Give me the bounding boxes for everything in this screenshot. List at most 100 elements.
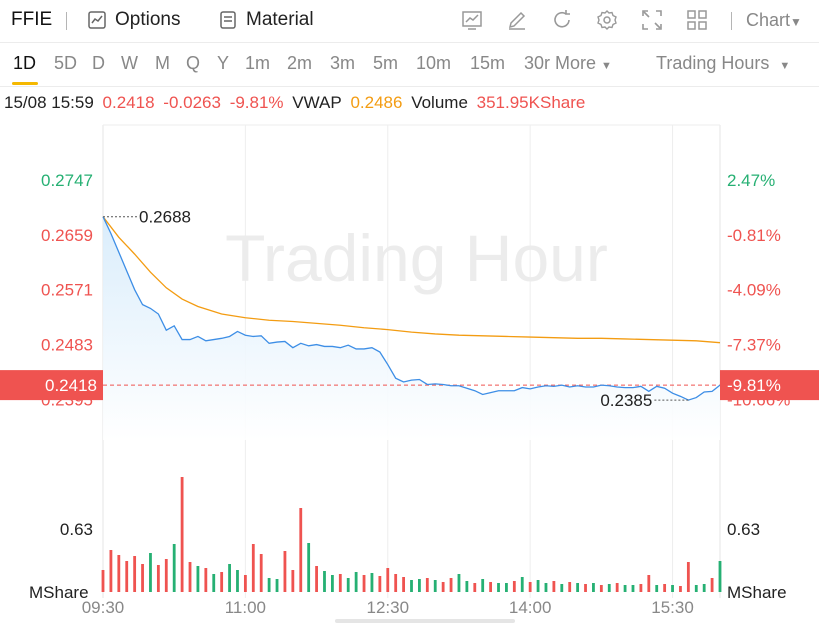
- expand-icon[interactable]: [640, 8, 664, 32]
- volume-unit-right: MShare: [727, 583, 787, 602]
- y-tick-right: 2.47%: [727, 171, 775, 190]
- volume-bar: [441, 582, 445, 592]
- volume-bar: [141, 564, 144, 592]
- volume-bar: [354, 572, 358, 592]
- vwap-value: 0.2486: [350, 93, 403, 112]
- volume-bar: [362, 575, 366, 592]
- volume-bar: [694, 585, 698, 592]
- volume-bar: [133, 556, 137, 592]
- volume-bar: [156, 565, 160, 592]
- tab-y[interactable]: Y: [217, 53, 230, 73]
- last-pct-label: -9.81%: [727, 376, 781, 395]
- volume-bar: [386, 568, 390, 592]
- volume-bar: [125, 561, 129, 592]
- options-chart-icon: [88, 11, 106, 29]
- volume-bar: [647, 575, 651, 592]
- volume-bar: [418, 579, 421, 592]
- volume-bar: [497, 583, 500, 592]
- tab-10m[interactable]: 10m: [416, 53, 452, 73]
- volume-bar: [560, 584, 564, 592]
- layout-grid-icon[interactable]: [685, 8, 709, 32]
- chevron-down-icon: ▼: [779, 60, 791, 72]
- tab-1d[interactable]: 1D: [13, 53, 37, 73]
- price-area: [103, 216, 720, 440]
- chart-type-label: Chart: [746, 10, 791, 30]
- volume-bar: [599, 585, 603, 592]
- volume-bar: [576, 583, 580, 592]
- volume-bar: [346, 578, 350, 592]
- volume-bar: [299, 508, 303, 592]
- volume-bar: [520, 577, 524, 592]
- tab-w[interactable]: W: [121, 53, 138, 73]
- chart-scrollbar[interactable]: [335, 619, 515, 623]
- volume-bar: [204, 568, 208, 592]
- volume-bar: [623, 585, 627, 592]
- volume-bar: [109, 550, 113, 592]
- last-price-badge-right: [720, 370, 819, 401]
- x-tick: 14:00: [509, 598, 552, 617]
- options-label: Options: [115, 9, 181, 30]
- volume-bar: [180, 477, 184, 592]
- volume-bar: [172, 544, 176, 592]
- volume-bar: [196, 566, 200, 592]
- tab-d[interactable]: D: [92, 53, 105, 73]
- price-line: [102, 216, 721, 401]
- chevron-down-icon: ▼: [790, 15, 802, 29]
- toolbar-divider: [66, 12, 67, 30]
- volume-bar: [544, 583, 548, 592]
- gear-icon[interactable]: [595, 8, 619, 32]
- tab-5m[interactable]: 5m: [373, 53, 399, 73]
- tab-1m[interactable]: 1m: [245, 53, 271, 73]
- tab-15m[interactable]: 15m: [470, 53, 506, 73]
- volume-bar: [149, 553, 152, 592]
- volume-bar: [243, 575, 247, 592]
- y-tick-left: 0.2571: [41, 281, 93, 300]
- volume-bar: [615, 583, 619, 592]
- tab-2m[interactable]: 2m: [287, 53, 313, 73]
- volume-bar: [671, 585, 674, 592]
- tab-m[interactable]: M: [155, 53, 170, 73]
- volume-bar: [433, 580, 437, 592]
- volume-bar: [259, 554, 263, 592]
- volume-bar: [283, 551, 287, 592]
- trading-hours-dropdown[interactable]: Trading Hours ▼: [656, 53, 790, 74]
- trading-hours-label: Trading Hours: [656, 53, 770, 73]
- volume-bar: [512, 581, 516, 592]
- volume-bar: [212, 574, 216, 592]
- y-tick-right: -4.09%: [727, 281, 781, 300]
- volume-bar: [220, 572, 224, 592]
- chart-type-dropdown[interactable]: Chart▼: [746, 10, 802, 31]
- volume-bar: [592, 583, 595, 592]
- volume-bar: [584, 584, 587, 592]
- y-tick-left: 0.2659: [41, 226, 93, 245]
- more-dropdown[interactable]: More ▼: [555, 53, 612, 74]
- tab-5d[interactable]: 5D: [54, 53, 78, 73]
- volume-bar: [307, 543, 311, 592]
- draw-pen-icon[interactable]: [505, 8, 529, 32]
- volume-bar: [323, 571, 326, 592]
- volume-bar: [702, 584, 706, 592]
- tab-q[interactable]: Q: [186, 53, 201, 73]
- volume-bar: [101, 570, 105, 592]
- volume-bar: [686, 562, 690, 592]
- y-tick-right: -0.81%: [727, 226, 781, 245]
- last-price-label: 0.2418: [45, 376, 97, 395]
- tab-3m[interactable]: 3m: [330, 53, 356, 73]
- volume-bar: [663, 584, 667, 592]
- tab-30m[interactable]: 30r: [524, 53, 551, 73]
- quote-change: -0.0263: [163, 93, 221, 112]
- options-button[interactable]: Options: [87, 9, 180, 31]
- refresh-icon[interactable]: [550, 8, 574, 32]
- volume-bar: [536, 580, 540, 592]
- chart-icon[interactable]: [460, 8, 484, 32]
- volume-bar: [465, 581, 469, 592]
- volume-bar: [164, 559, 168, 592]
- top-toolbar: FFIE Options Material Chart▼: [0, 0, 819, 43]
- volume-bar: [370, 573, 374, 592]
- ticker-symbol[interactable]: FFIE: [11, 9, 53, 30]
- volume-bar: [188, 562, 192, 592]
- volume-bar: [425, 578, 429, 592]
- material-button[interactable]: Material: [218, 9, 314, 31]
- volume-bar: [655, 585, 659, 592]
